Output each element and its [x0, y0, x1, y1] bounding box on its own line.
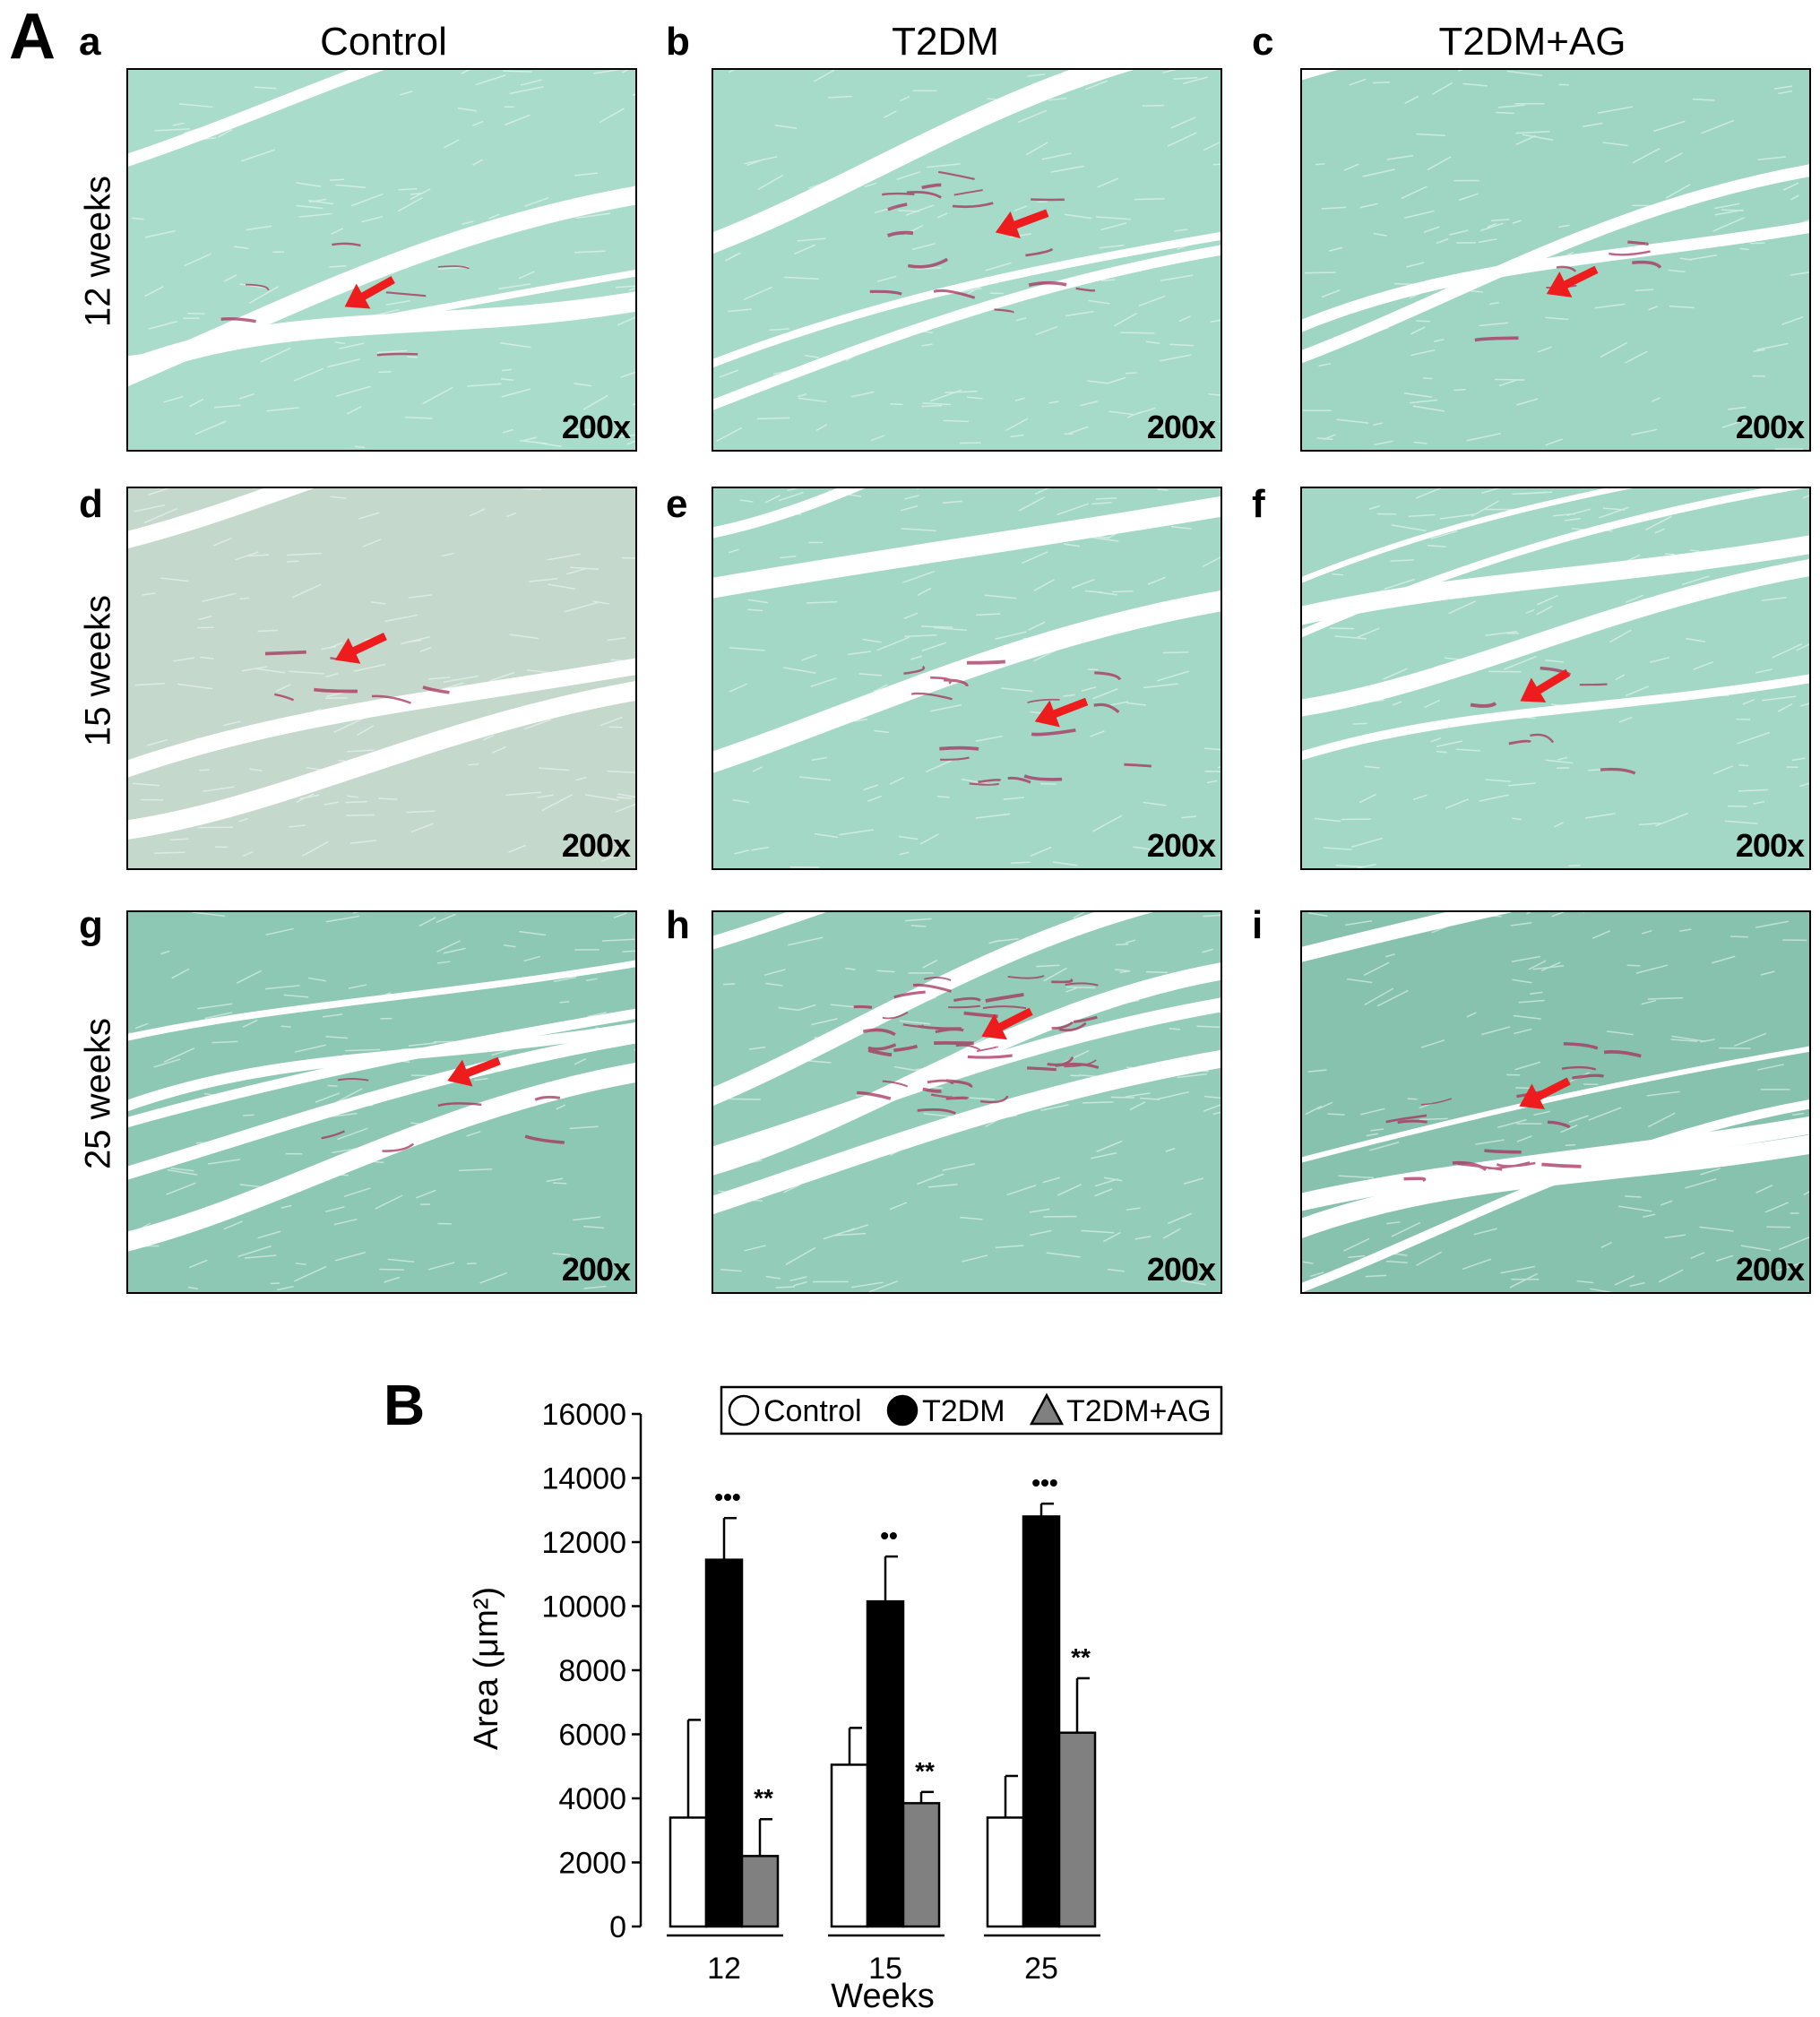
panel-b-label: B: [384, 1373, 425, 1437]
bar-t2dm-ag-25: [1057, 1731, 1097, 1928]
magnification-label: 200x: [1735, 409, 1805, 445]
legend-marker-t2dm: [886, 1394, 919, 1427]
y-tick-label: 16000: [541, 1398, 626, 1432]
legend-label: T2DM+AG: [1066, 1394, 1212, 1428]
y-tick-label: 2000: [558, 1847, 626, 1881]
interstitial-gaps: [128, 960, 635, 1252]
y-tick-label: 8000: [558, 1654, 626, 1688]
arrow-marker: [995, 209, 1049, 238]
micrograph-t2dm-ag-25w: 200x: [1300, 910, 1811, 1294]
fiber-texture: [128, 912, 635, 1291]
micrograph-t2dm-15w: 200x: [712, 487, 1222, 870]
legend-label: Control: [763, 1394, 862, 1428]
legend-box: [720, 1385, 1223, 1435]
collagen-deposits: [220, 242, 470, 357]
magnification-label: 200x: [561, 409, 631, 445]
arrow-marker: [1519, 1077, 1571, 1109]
significance-mark: **: [915, 1757, 935, 1785]
magnification-label: 200x: [561, 1251, 631, 1288]
arrow-marker: [1034, 697, 1089, 728]
magnification-label: 200x: [1146, 1251, 1216, 1288]
interstitial-gaps: [128, 488, 635, 840]
micrograph-t2dm-25w: 200x: [712, 910, 1222, 1294]
arrow-marker: [344, 276, 395, 309]
bar-control-25: [986, 1816, 1025, 1928]
panel-letter-a: a: [79, 20, 101, 64]
fiber-texture: [1302, 70, 1809, 450]
y-tick-label: 6000: [558, 1719, 626, 1753]
magnification-label: 200x: [1146, 409, 1216, 445]
interstitial-gaps: [713, 912, 1221, 1215]
significance-mark: ••: [880, 1521, 898, 1549]
y-tick-label: 10000: [541, 1590, 626, 1625]
y-tick-label: 4000: [558, 1782, 626, 1816]
legend-marker-t2dm-ag: [1029, 1392, 1065, 1426]
bar-t2dm-ag-15: [901, 1802, 941, 1928]
fiber-texture: [716, 70, 1221, 444]
bar-t2dm-15: [866, 1599, 905, 1928]
interstitial-gaps: [1302, 912, 1809, 1292]
row-label-25-weeks: 25 weeks: [78, 1018, 118, 1169]
panel-letter-d: d: [79, 482, 103, 526]
column-title-t2dm-ag: T2DM+AG: [1438, 20, 1626, 64]
micrograph-control-15w: 200x: [126, 487, 637, 870]
significance-mark: •••: [714, 1483, 740, 1511]
y-axis-title: Area (μm²): [468, 1587, 505, 1750]
panel-letter-e: e: [666, 482, 688, 526]
arrow-marker: [1520, 668, 1570, 703]
interstitial-gaps: [1302, 70, 1809, 364]
arrow-marker: [1546, 265, 1599, 297]
panel-letter-g: g: [79, 903, 103, 947]
interstitial-gaps: [1302, 488, 1809, 761]
y-tick-label: 12000: [541, 1526, 626, 1560]
x-tick-label: 15: [868, 1952, 902, 1986]
y-tick-label: 0: [609, 1910, 626, 1944]
micrograph-t2dm-ag-12w: 200x: [1300, 68, 1811, 452]
panel-letter-h: h: [666, 903, 690, 947]
legend-marker-control: [728, 1394, 760, 1427]
collagen-deposits: [903, 659, 1152, 786]
x-axis-title: Weeks: [831, 1978, 934, 2015]
bar-t2dm-ag-12: [740, 1855, 780, 1928]
micrograph-control-25w: 200x: [126, 910, 637, 1294]
magnification-label: 200x: [1146, 827, 1216, 864]
arrow-marker: [334, 633, 387, 664]
legend-label: T2DM: [922, 1394, 1005, 1428]
bar-control-15: [830, 1763, 869, 1928]
significance-mark: **: [754, 1784, 773, 1812]
arrow-marker: [447, 1056, 501, 1087]
interstitial-gaps: [713, 488, 1221, 773]
bar-t2dm-12: [704, 1558, 744, 1928]
arrow-marker: [981, 1007, 1033, 1040]
column-title-t2dm: T2DM: [892, 20, 999, 64]
panel-letter-b: b: [666, 20, 690, 64]
bar-control-12: [668, 1816, 708, 1928]
collagen-deposits: [321, 1078, 565, 1152]
micrograph-t2dm-ag-15w: 200x: [1300, 487, 1811, 870]
bar-t2dm-25: [1022, 1515, 1061, 1928]
tissue-background: [1302, 912, 1809, 1292]
collagen-deposits: [869, 170, 1096, 314]
x-tick-label: 12: [707, 1952, 741, 1986]
column-title-control: Control: [320, 20, 447, 64]
collagen-deposits: [1385, 1042, 1642, 1182]
panel-letter-f: f: [1252, 482, 1265, 526]
panel-letter-c: c: [1252, 20, 1274, 64]
magnification-label: 200x: [561, 827, 631, 864]
interstitial-gaps: [128, 70, 635, 387]
significance-mark: **: [1071, 1643, 1091, 1671]
panel-letter-i: i: [1252, 903, 1264, 947]
micrograph-control-12w: 200x: [126, 68, 637, 452]
x-tick-label: 25: [1024, 1952, 1058, 1986]
collagen-deposits: [853, 975, 1100, 1115]
magnification-label: 200x: [1735, 827, 1805, 864]
significance-mark: •••: [1031, 1469, 1057, 1496]
row-label-15-weeks: 15 weeks: [78, 595, 118, 746]
row-label-12-weeks: 12 weeks: [78, 176, 118, 327]
magnification-label: 200x: [1735, 1251, 1805, 1288]
y-tick-label: 14000: [541, 1462, 626, 1496]
panel-a-label: A: [9, 1, 56, 73]
micrograph-t2dm-12w: 200x: [712, 68, 1222, 452]
